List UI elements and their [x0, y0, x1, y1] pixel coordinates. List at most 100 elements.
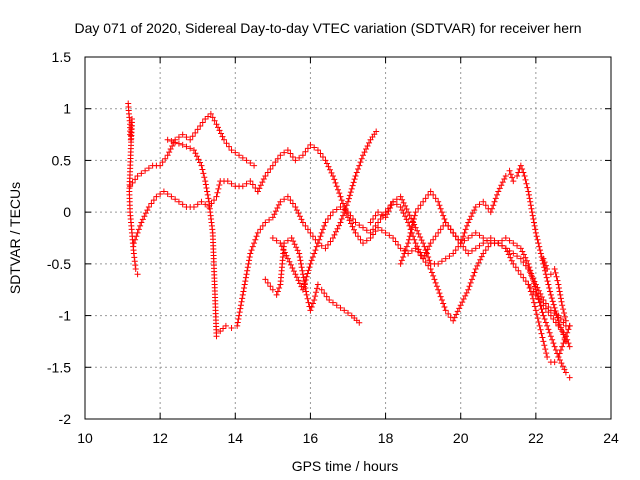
data-point: [528, 272, 535, 279]
data-point: [148, 200, 155, 207]
data-point: [445, 222, 452, 229]
data-point: [160, 188, 167, 195]
data-point: [308, 257, 315, 264]
data-point: [530, 219, 537, 226]
data-point: [438, 258, 445, 265]
data-point: [432, 233, 439, 240]
data-point: [304, 145, 311, 152]
data-point: [329, 235, 336, 241]
data-point: [400, 199, 407, 206]
data-point: [367, 219, 374, 226]
data-point: [372, 212, 379, 219]
data-point: [517, 245, 524, 252]
data-point: [480, 235, 487, 241]
data-point: [544, 278, 551, 285]
data-point: [408, 226, 415, 233]
data-point: [456, 305, 463, 312]
data-point: [247, 178, 254, 185]
data-point: [537, 250, 544, 257]
data-point: [290, 268, 297, 275]
data-point: [337, 193, 344, 200]
data-point: [403, 216, 410, 223]
y-tick-label: 0: [63, 204, 71, 220]
data-point: [358, 155, 365, 162]
data-point: [199, 119, 206, 126]
data-point: [542, 319, 549, 326]
data-point: [506, 237, 513, 244]
data-point: [532, 226, 539, 233]
data-point: [364, 142, 371, 149]
data-point: [400, 210, 407, 217]
data-point: [355, 166, 362, 173]
data-point: [242, 278, 249, 285]
data-point: [200, 170, 207, 177]
data-point: [194, 126, 201, 133]
x-tick-label: 10: [77, 430, 93, 446]
data-point: [492, 195, 499, 202]
data-point: [468, 213, 475, 220]
data-point: [397, 260, 404, 267]
data-point: [313, 243, 320, 250]
data-point: [395, 241, 402, 248]
data-point: [452, 233, 459, 240]
data-point: [512, 264, 519, 271]
data-point: [485, 243, 492, 250]
data-point: [490, 202, 497, 209]
data-point: [432, 279, 439, 286]
data-points: [125, 100, 573, 381]
data-point: [284, 255, 291, 262]
data-point: [245, 260, 252, 267]
data-point: [345, 309, 351, 316]
data-point: [453, 311, 460, 318]
data-point: [557, 347, 564, 354]
data-point: [317, 150, 324, 157]
data-point: [442, 307, 449, 314]
data-point: [132, 176, 139, 183]
data-point: [482, 247, 489, 254]
data-point: [558, 360, 565, 367]
data-point: [417, 233, 424, 240]
data-point: [546, 329, 553, 336]
series-early-cluster: [125, 100, 141, 278]
data-point: [527, 202, 534, 209]
data-point: [141, 213, 148, 220]
data-point: [382, 229, 389, 236]
data-point: [397, 203, 404, 210]
data-point: [144, 207, 151, 214]
data-point: [296, 154, 303, 161]
data-point: [532, 281, 539, 288]
data-point: [527, 198, 534, 205]
data-point: [305, 267, 312, 274]
data-point: [401, 250, 408, 257]
data-point: [543, 350, 550, 357]
data-point: [323, 160, 330, 167]
data-point: [498, 182, 505, 189]
data-point: [390, 235, 397, 241]
data-point: [190, 203, 197, 210]
data-point: [553, 273, 560, 280]
data-point: [357, 236, 364, 243]
data-point: [412, 224, 419, 231]
data-point: [363, 227, 370, 234]
x-tick-label: 22: [528, 430, 544, 446]
data-point: [259, 222, 266, 229]
data-point: [549, 336, 556, 343]
data-point: [215, 185, 222, 192]
data-point: [393, 196, 400, 203]
data-point: [470, 272, 477, 279]
data-point: [247, 250, 254, 257]
data-point: [313, 289, 320, 296]
data-point: [291, 241, 298, 248]
data-point: [457, 240, 464, 247]
data-point: [274, 288, 281, 295]
data-point: [289, 200, 296, 207]
data-point: [551, 304, 558, 311]
data-point: [541, 259, 548, 266]
data-point: [228, 147, 235, 154]
data-point: [522, 278, 529, 285]
data-point: [139, 216, 146, 223]
data-point: [475, 259, 482, 266]
data-point: [223, 140, 230, 147]
data-point: [247, 160, 254, 167]
data-point: [550, 340, 557, 347]
